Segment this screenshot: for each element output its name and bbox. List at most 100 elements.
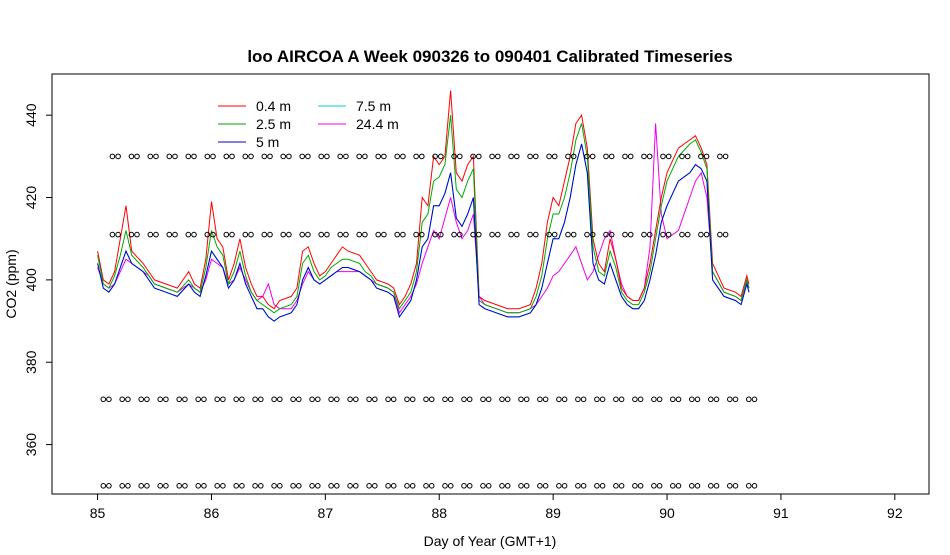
calibration-marker — [385, 483, 391, 489]
calibration-marker — [356, 231, 363, 238]
calibration-marker — [589, 231, 596, 238]
calibration-marker — [537, 396, 543, 403]
calibration-marker — [660, 153, 666, 160]
calibration-marker — [163, 483, 169, 489]
calibration-marker — [732, 483, 739, 489]
calibration-marker — [603, 153, 609, 160]
calibration-marker — [727, 396, 733, 403]
calibration-marker — [432, 153, 438, 160]
calibration-marker — [428, 483, 435, 489]
x-tick-label: 90 — [659, 505, 675, 521]
calibration-marker — [594, 483, 600, 489]
calibration-marker — [252, 483, 258, 489]
y-tick-label: 420 — [23, 186, 39, 210]
y-axis-label: CO2 (ppm) — [3, 249, 19, 318]
calibration-marker — [627, 231, 634, 238]
calibration-marker — [584, 153, 590, 160]
calibration-marker — [703, 231, 710, 238]
calibration-marker — [684, 231, 691, 238]
calibration-marker — [533, 231, 539, 238]
calibration-marker — [717, 231, 723, 238]
calibration-marker — [109, 231, 116, 238]
series-line-2-5-mm — [97, 115, 750, 314]
calibration-marker — [309, 396, 315, 403]
calibration-marker — [698, 153, 704, 160]
calibration-marker — [409, 483, 416, 489]
calibration-marker — [290, 396, 296, 403]
calibration-marker — [751, 483, 758, 489]
calibration-marker — [570, 231, 577, 238]
calibration-marker — [622, 231, 628, 238]
calibration-marker — [489, 231, 495, 238]
calibration-marker — [366, 396, 372, 403]
calibration-marker — [599, 483, 606, 489]
calibration-marker — [556, 483, 562, 489]
calibration-marker — [527, 153, 533, 160]
calibration-marker — [504, 396, 511, 403]
calibration-marker — [438, 153, 444, 160]
calibration-marker — [239, 483, 245, 489]
calibration-marker — [400, 231, 406, 238]
calibration-marker — [656, 483, 663, 489]
calibration-marker — [622, 153, 628, 160]
calibration-marker — [242, 231, 249, 238]
calibration-marker — [546, 231, 552, 238]
calibration-marker — [641, 153, 647, 160]
calibration-marker — [305, 231, 311, 238]
calibration-marker — [542, 483, 549, 489]
calibration-marker — [546, 153, 552, 160]
calibration-marker — [713, 396, 720, 403]
calibration-marker — [134, 153, 140, 160]
calibration-marker — [144, 396, 150, 403]
series-line-0-4-mm — [97, 90, 750, 310]
calibration-marker — [372, 396, 378, 403]
calibration-marker — [442, 396, 448, 403]
calibration-marker — [651, 483, 657, 489]
calibration-marker — [504, 483, 511, 489]
calibration-marker — [495, 153, 501, 160]
calibration-marker — [334, 483, 340, 489]
calibration-marker — [499, 396, 505, 403]
calibration-marker — [708, 483, 714, 489]
calibration-marker — [618, 396, 625, 403]
calibration-marker — [176, 396, 182, 403]
calibration-marker — [138, 483, 144, 489]
x-tick-label: 92 — [887, 505, 903, 521]
calibration-marker — [385, 396, 391, 403]
calibration-marker — [542, 396, 549, 403]
calibration-marker — [423, 396, 429, 403]
calibration-marker — [267, 231, 273, 238]
calibration-marker — [660, 231, 666, 238]
calibration-marker — [641, 231, 647, 238]
calibration-marker — [447, 483, 454, 489]
calibration-marker — [100, 396, 107, 403]
calibration-marker — [337, 231, 344, 238]
calibration-marker — [362, 153, 368, 160]
calibration-marker — [271, 396, 277, 403]
calibration-marker — [442, 483, 448, 489]
calibration-marker — [594, 396, 600, 403]
calibration-marker — [404, 396, 410, 403]
calibration-marker — [508, 153, 514, 160]
calibration-marker — [381, 153, 387, 160]
calibration-marker — [191, 231, 197, 238]
calibration-marker — [343, 231, 349, 238]
calibration-marker — [258, 396, 264, 403]
calibration-marker — [679, 153, 685, 160]
calibration-marker — [438, 231, 444, 238]
calibration-marker — [347, 396, 353, 403]
calibration-marker — [413, 153, 419, 160]
calibration-marker — [751, 396, 758, 403]
calibration-marker — [128, 153, 135, 160]
calibration-marker — [375, 231, 382, 238]
calibration-marker — [185, 153, 192, 160]
calibration-marker — [182, 483, 188, 489]
calibration-marker — [128, 231, 135, 238]
calibration-marker — [248, 231, 254, 238]
x-tick-label: 89 — [545, 505, 561, 521]
calibration-marker — [229, 231, 235, 238]
calibration-marker — [651, 396, 657, 403]
legend-label: 5 m — [256, 134, 279, 150]
x-axis: 85 86 87 88 89 90 91 92 — [90, 493, 903, 521]
calibration-marker — [447, 396, 454, 403]
